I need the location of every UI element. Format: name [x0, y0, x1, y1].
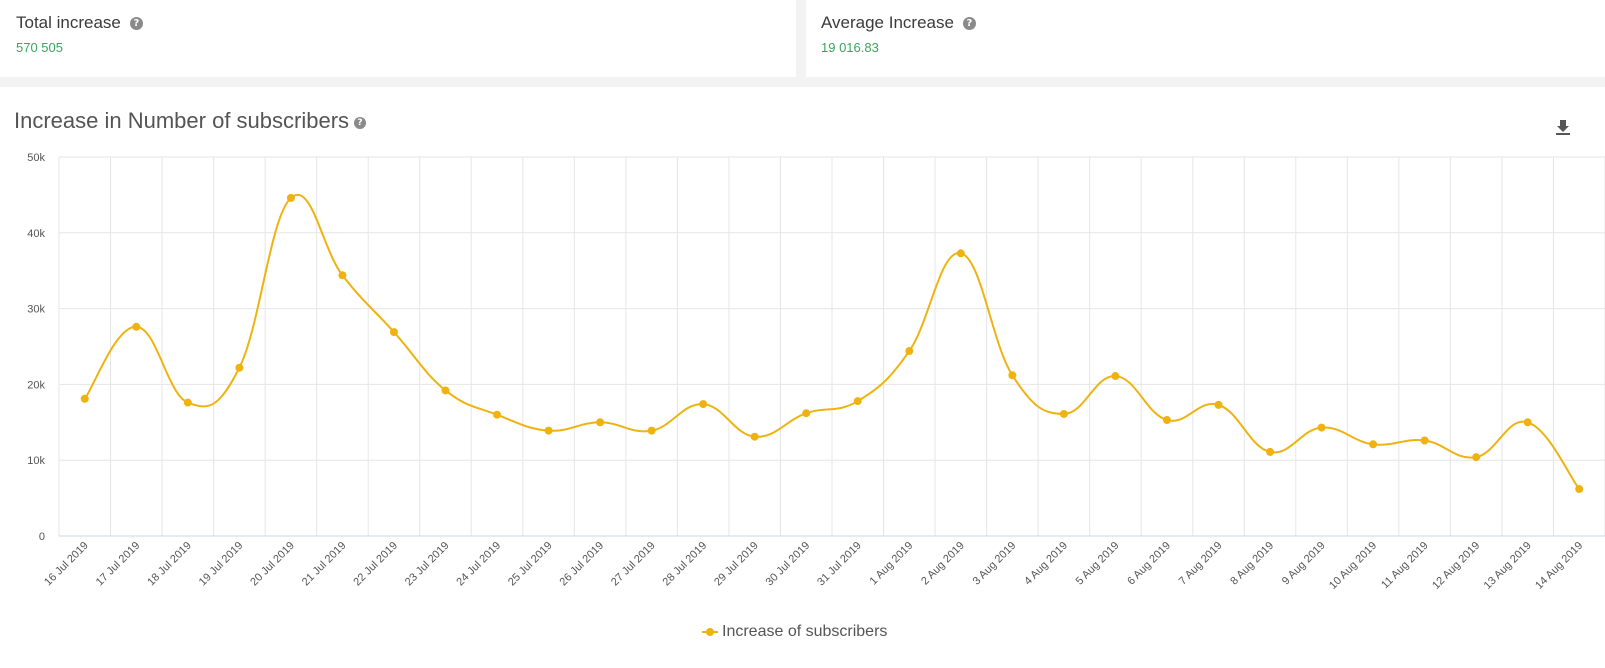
data-point[interactable]	[1317, 423, 1326, 432]
chart-legend[interactable]: Increase of subscribers	[702, 623, 887, 641]
x-tick-label: 7 Aug 2019	[1177, 540, 1225, 588]
subscribers-line-chart: 0 10k 20k 30k 40k 50k 16 Jul 2019 17 Jul 2019 18…	[27, 152, 1605, 592]
legend-marker-icon	[702, 627, 718, 637]
data-point[interactable]	[1008, 371, 1017, 380]
x-tick-label: 24 Jul 2019	[454, 540, 503, 589]
x-tick-label: 28 Jul 2019	[661, 540, 710, 589]
total-increase-title: Total increase	[16, 13, 121, 32]
data-point[interactable]	[183, 398, 192, 407]
chart-title-row: Increase in Number of subscribers ?	[14, 108, 367, 134]
x-tick-label: 18 Jul 2019	[145, 540, 194, 589]
data-point[interactable]	[802, 409, 811, 418]
chart-title: Increase in Number of subscribers	[14, 108, 350, 133]
data-point[interactable]	[596, 418, 605, 427]
data-point[interactable]	[80, 394, 89, 403]
data-point[interactable]	[1266, 447, 1275, 456]
data-point[interactable]	[338, 271, 347, 280]
y-tick-label: 30k	[27, 304, 45, 316]
data-point[interactable]	[544, 426, 553, 435]
x-tick-label: 2 Aug 2019	[919, 540, 967, 588]
data-point[interactable]	[647, 426, 656, 435]
x-tick-label: 29 Jul 2019	[712, 540, 761, 589]
data-point[interactable]	[1575, 485, 1584, 494]
data-point[interactable]	[286, 193, 295, 202]
help-icon[interactable]: ?	[962, 16, 976, 30]
data-point[interactable]	[235, 363, 244, 372]
data-point[interactable]	[132, 322, 141, 331]
x-tick-label: 25 Jul 2019	[506, 540, 555, 589]
y-tick-label: 0	[39, 531, 45, 543]
x-tick-label: 11 Aug 2019	[1379, 540, 1431, 592]
total-increase-value: 570 505	[16, 40, 63, 55]
data-point[interactable]	[1369, 440, 1378, 449]
help-icon[interactable]: ?	[129, 16, 143, 30]
data-point[interactable]	[493, 410, 502, 419]
x-tick-label: 9 Aug 2019	[1280, 540, 1328, 588]
x-tick-label: 10 Aug 2019	[1327, 540, 1379, 592]
download-icon	[1556, 120, 1570, 135]
total-increase-card: Total increase ? 570 505	[0, 0, 796, 77]
x-tick-label: 31 Jul 2019	[815, 540, 864, 589]
data-point[interactable]	[1420, 436, 1429, 445]
x-tick-label: 6 Aug 2019	[1125, 540, 1173, 588]
x-tick-label: 14 Aug 2019	[1533, 540, 1585, 592]
x-tick-label: 19 Jul 2019	[197, 540, 246, 589]
data-point[interactable]	[1162, 416, 1171, 425]
x-tick-label: 23 Jul 2019	[403, 540, 452, 589]
x-tick-label: 20 Jul 2019	[248, 540, 297, 589]
x-tick-label: 17 Jul 2019	[94, 540, 143, 589]
x-tick-label: 21 Jul 2019	[300, 540, 349, 589]
x-tick-label: 1 Aug 2019	[868, 540, 916, 588]
data-point[interactable]	[1472, 453, 1481, 462]
help-icon[interactable]: ?	[354, 116, 367, 129]
x-tick-label: 27 Jul 2019	[609, 540, 658, 589]
data-point[interactable]	[441, 386, 450, 395]
total-increase-title-row: Total increase ?	[16, 12, 780, 34]
data-point[interactable]	[1214, 400, 1223, 409]
average-increase-card: Average Increase ? 19 016.83	[806, 0, 1605, 77]
data-point[interactable]	[699, 400, 708, 409]
data-point[interactable]	[956, 249, 965, 258]
data-point[interactable]	[1059, 409, 1068, 418]
x-tick-label: 30 Jul 2019	[764, 540, 813, 589]
y-tick-label: 40k	[27, 228, 45, 240]
data-point[interactable]	[389, 328, 398, 337]
average-increase-title: Average Increase	[821, 13, 954, 32]
x-tick-label: 8 Aug 2019	[1228, 540, 1276, 588]
download-button[interactable]	[1555, 119, 1571, 135]
average-increase-value: 19 016.83	[821, 40, 879, 55]
data-point[interactable]	[853, 397, 862, 406]
average-increase-title-row: Average Increase ?	[821, 12, 1589, 34]
data-point[interactable]	[750, 432, 759, 441]
x-tick-label: 22 Jul 2019	[351, 540, 400, 589]
x-tick-label: 3 Aug 2019	[971, 540, 1019, 588]
chart-panel: 0 10k 20k 30k 40k 50k 16 Jul 2019 17 Jul 2019 18…	[0, 87, 1605, 668]
x-tick-label: 4 Aug 2019	[1022, 540, 1070, 588]
data-point[interactable]	[1523, 418, 1532, 427]
data-point[interactable]	[1111, 372, 1120, 381]
x-tick-label: 26 Jul 2019	[558, 540, 607, 589]
legend-label: Increase of subscribers	[722, 623, 888, 640]
x-tick-label: 12 Aug 2019	[1430, 540, 1482, 592]
y-tick-label: 50k	[27, 152, 45, 164]
x-tick-label: 5 Aug 2019	[1074, 540, 1122, 588]
x-tick-label: 13 Aug 2019	[1482, 540, 1534, 592]
y-tick-label: 10k	[27, 455, 45, 467]
y-tick-label: 20k	[27, 379, 45, 391]
x-tick-label: 16 Jul 2019	[42, 540, 91, 589]
data-point[interactable]	[905, 347, 914, 356]
